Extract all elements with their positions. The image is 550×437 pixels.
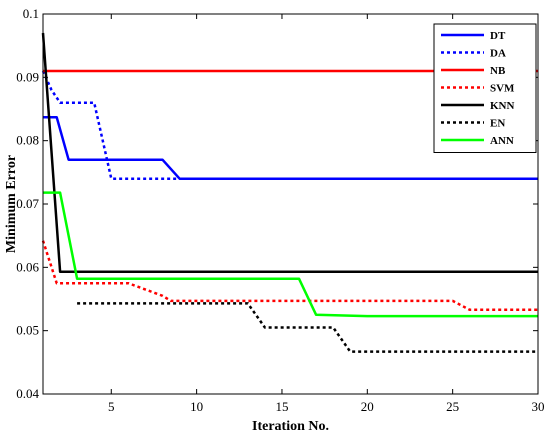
y-tick-label: 0.08	[16, 133, 39, 148]
tick-layer: 5 10 15 20 25 30 0.04 0.05 0.06 0.07 0.08 0.09 0.1	[16, 6, 544, 414]
y-tick-label: 0.07	[16, 196, 39, 211]
series-line-svm	[41, 240, 538, 312]
x-tick-label: 25	[446, 399, 459, 414]
legend-label-en: EN	[490, 118, 505, 130]
legend-box	[433, 23, 537, 153]
x-tick-label: 5	[108, 399, 115, 414]
legend: DT DA NB SVM KNN EN ANN	[433, 23, 537, 153]
x-tick-label: 30	[532, 399, 545, 414]
x-tick-label: 10	[190, 399, 203, 414]
x-tick-label: 20	[361, 399, 374, 414]
legend-label-ann: ANN	[490, 135, 514, 147]
y-axis-title: Minimum Error	[4, 155, 19, 253]
series-line-knn	[41, 32, 538, 274]
legend-label-svm: SVM	[490, 83, 515, 95]
legend-label-dt: DT	[490, 30, 506, 42]
legend-label-nb: NB	[490, 65, 506, 77]
y-tick-label: 0.09	[16, 69, 39, 84]
series-line-ann	[43, 191, 538, 318]
series-layer	[41, 32, 538, 353]
y-tick-label: 0.05	[16, 323, 39, 338]
x-tick-label: 15	[275, 399, 288, 414]
y-tick-label: 0.1	[23, 6, 39, 21]
series-line-en	[77, 302, 538, 353]
y-tick-label: 0.06	[16, 259, 39, 274]
legend-label-knn: KNN	[490, 100, 515, 112]
y-tick-label: 0.04	[16, 386, 39, 401]
x-axis-title: Iteration No.	[252, 419, 329, 434]
legend-label-da: DA	[490, 48, 506, 60]
